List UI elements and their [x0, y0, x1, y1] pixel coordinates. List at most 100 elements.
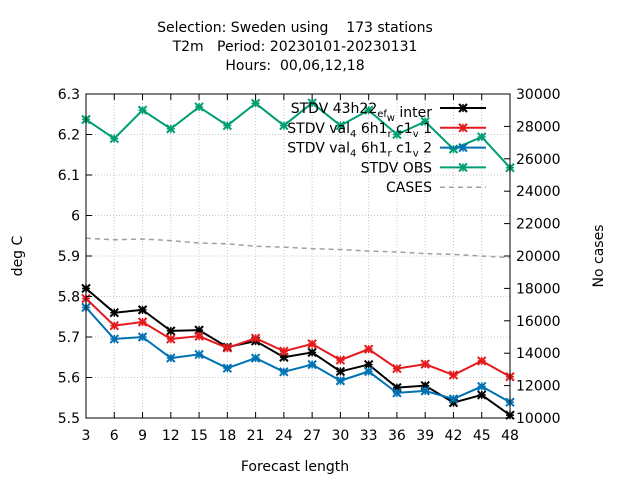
- y-tick-label: 5.7: [58, 330, 80, 346]
- series-0-point: [307, 347, 317, 358]
- series-0: [81, 283, 515, 420]
- y-tick-label: 6.1: [58, 168, 80, 184]
- ticks: 3 6 9 12 15 18 21 24 27 30 33 36 39 42 45 485.55.65.75.…: [58, 87, 561, 444]
- series-1-point: [392, 363, 402, 374]
- series-3-point: [448, 144, 459, 154]
- y2-tick-label: 18000: [516, 281, 561, 297]
- title-line-3: Hours: 00,06,12,18: [225, 58, 364, 74]
- series-2-point: [477, 381, 487, 392]
- legend-text: c1: [392, 141, 413, 157]
- x-tick-label: 18: [218, 428, 236, 444]
- legend-subscript: v: [413, 129, 419, 140]
- title-line-1: Selection: Sweden using 173 stations: [157, 20, 433, 36]
- legend-label: STDV val4 6h1r c1v 2: [287, 141, 432, 160]
- legend-label: STDV 43h22efw inter: [291, 101, 433, 124]
- legend-text: CASES: [386, 180, 432, 196]
- legend-label: STDV OBS: [361, 160, 432, 176]
- y2-tick-label: 26000: [516, 152, 561, 168]
- series-2-point: [307, 359, 317, 370]
- series-2-line: [85, 306, 511, 404]
- series-3-point: [363, 105, 374, 115]
- y-tick-label: 5.5: [58, 411, 80, 427]
- x-tick-label: 24: [275, 428, 293, 444]
- chart-title: Selection: Sweden using 173 stations T2m…: [157, 20, 433, 74]
- series-1-point: [448, 370, 459, 380]
- series-3-point: [392, 129, 402, 140]
- series-2-point: [335, 376, 346, 386]
- legend-subscript: 4: [350, 129, 356, 140]
- legend-subscript: w: [387, 113, 395, 124]
- legend-entry: STDV OBS: [361, 160, 486, 176]
- y2-tick-label: 30000: [516, 87, 561, 103]
- series-0-point: [109, 307, 119, 318]
- series-2-point: [222, 363, 233, 373]
- series-2-point: [194, 349, 204, 360]
- x-tick-label: 27: [303, 428, 321, 444]
- series-2-point: [250, 353, 261, 363]
- series-1-point: [250, 333, 261, 343]
- y-tick-label: 6.3: [58, 87, 80, 103]
- legend: STDV 43h22efw inter STDV val4 6h1r c1v 1 S…: [287, 101, 486, 196]
- y-tick-label: 5.6: [58, 371, 80, 387]
- legend-text: 6h1: [356, 141, 387, 157]
- series-2-point: [448, 394, 459, 404]
- series-1-point: [166, 334, 176, 344]
- series-1-point: [279, 346, 289, 356]
- legend-subscript: 4: [350, 149, 356, 160]
- series-0-point: [137, 305, 148, 315]
- legend-subscript: v: [413, 149, 419, 160]
- y2-tick-label: 10000: [516, 411, 561, 427]
- title-line-2: T2m Period: 20230101-20230131: [172, 39, 418, 55]
- series-1-point: [477, 356, 487, 366]
- x-tick-label: 39: [416, 428, 434, 444]
- series-1-point: [363, 344, 374, 354]
- series-2-point: [279, 367, 289, 377]
- y2-tick-label: 16000: [516, 314, 561, 330]
- series-3-point: [166, 124, 176, 134]
- series-0-point: [477, 390, 487, 400]
- series-1-line: [85, 297, 511, 378]
- series-3-point: [477, 132, 487, 142]
- legend-entry: STDV 43h22efw inter: [291, 101, 486, 124]
- x-tick-label: 45: [473, 428, 491, 444]
- series-1-point: [137, 317, 148, 327]
- legend-swatch-marker: [458, 162, 468, 173]
- series-1-point: [194, 331, 204, 341]
- series-2-point: [420, 386, 430, 396]
- series-2-point: [109, 334, 119, 344]
- legend-text: 2: [419, 141, 432, 157]
- y2-tick-label: 28000: [516, 119, 561, 135]
- legend-text: STDV OBS: [361, 160, 432, 176]
- series-3-point: [250, 98, 261, 109]
- x-tick-label: 3: [82, 428, 91, 444]
- y-tick-label: 5.9: [58, 249, 80, 265]
- legend-entry: STDV val4 6h1r c1v 2: [287, 141, 486, 160]
- x-tick-label: 48: [501, 428, 519, 444]
- series-3: [81, 98, 515, 173]
- y-tick-label: 6.2: [58, 128, 80, 144]
- series-2-point: [137, 332, 148, 342]
- legend-subscript: r: [388, 129, 393, 140]
- legend-text: STDV 43h22: [291, 101, 378, 117]
- series-1-point: [420, 359, 430, 369]
- series-3-point: [222, 120, 233, 131]
- series-3-line: [85, 101, 511, 169]
- x-axis-label: Forecast length: [241, 459, 349, 475]
- series-1-point: [335, 355, 346, 365]
- legend-entry: CASES: [386, 180, 486, 196]
- legend-swatch-marker: [458, 123, 468, 133]
- legend-label: CASES: [386, 180, 432, 196]
- legend-text: STDV val: [287, 141, 350, 157]
- series-4: [85, 237, 511, 259]
- y2-axis-label: No cases: [591, 225, 607, 288]
- series-3-point: [279, 120, 289, 131]
- series-3-point: [137, 105, 148, 115]
- series-1-point: [222, 343, 233, 353]
- y-tick-label: 5.8: [58, 290, 80, 306]
- legend-text: 1: [419, 121, 432, 137]
- legend-text: inter: [395, 105, 432, 121]
- series-4-line: [85, 237, 511, 259]
- series-0-point: [335, 366, 346, 377]
